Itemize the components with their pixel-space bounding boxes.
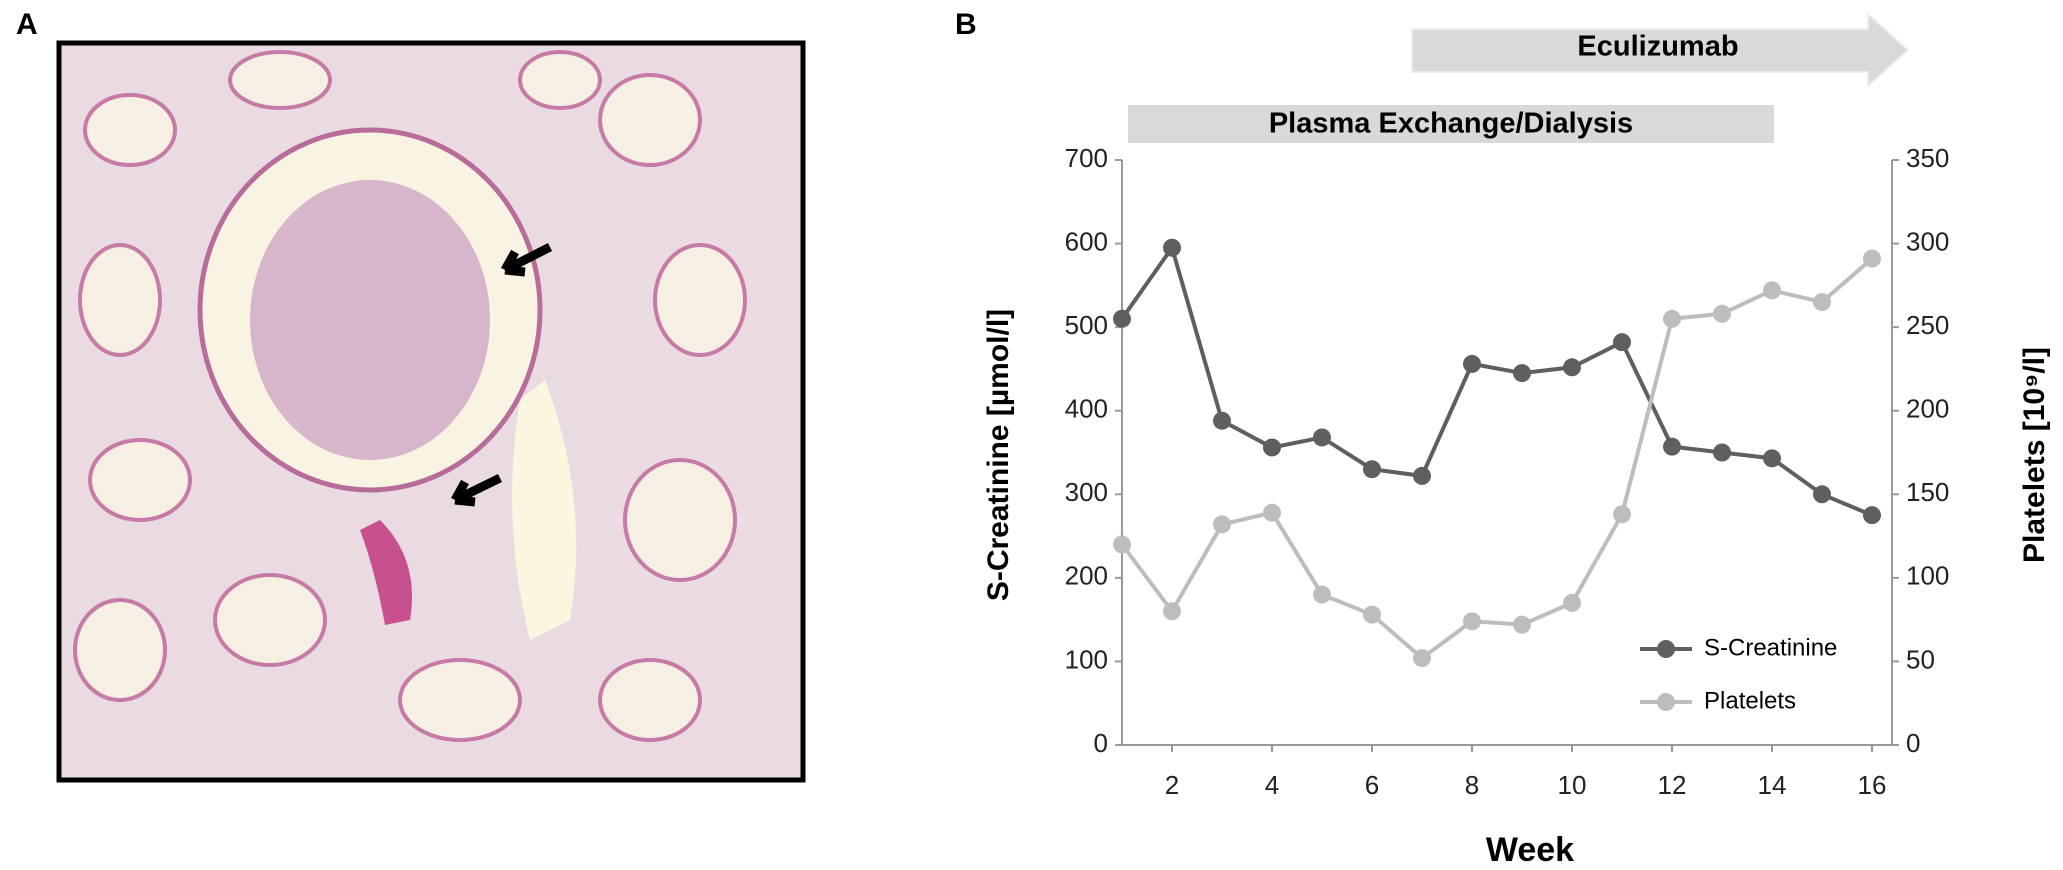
x-tick-label: 12 — [1658, 770, 1687, 800]
data-point — [1713, 304, 1731, 323]
y-tick-label: 200 — [1065, 561, 1108, 591]
y-tick-label: 0 — [1094, 728, 1108, 758]
y2-tick-label: 350 — [1906, 143, 1949, 173]
data-point — [1763, 281, 1781, 300]
data-point — [1363, 460, 1381, 479]
data-point — [1313, 585, 1331, 604]
treatment-label: Eculizumab — [1577, 31, 1738, 63]
y2-axis-title: Platelets [10⁹/l] — [2018, 347, 2051, 563]
data-point — [1863, 249, 1881, 268]
x-tick-label: 14 — [1758, 770, 1787, 800]
legend-marker — [1657, 693, 1675, 711]
y-tick-label: 300 — [1065, 477, 1108, 507]
x-tick-label: 10 — [1558, 770, 1587, 800]
data-point — [1813, 485, 1831, 504]
data-point — [1163, 238, 1181, 257]
data-point — [1463, 354, 1481, 373]
treatment-bars — [1128, 11, 1910, 143]
series-line — [1120, 243, 1873, 518]
panel-label: A — [16, 8, 38, 41]
data-point — [1613, 505, 1631, 524]
data-point — [1213, 515, 1231, 534]
data-point — [1763, 449, 1781, 468]
panel-label: B — [955, 8, 977, 41]
data-point — [1813, 293, 1831, 312]
y2-tick-label: 150 — [1906, 477, 1949, 507]
data-point — [1163, 602, 1181, 621]
data-point — [1113, 535, 1131, 554]
data-point — [1513, 615, 1531, 634]
data-point — [1613, 333, 1631, 352]
histology-image — [56, 40, 806, 783]
y-tick-label: 400 — [1065, 394, 1108, 424]
x-tick-label: 4 — [1265, 770, 1279, 800]
y-tick-label: 700 — [1065, 143, 1108, 173]
y-axis-title: S-Creatinine [µmol/l] — [982, 309, 1015, 601]
y2-tick-label: 300 — [1906, 226, 1949, 256]
data-point — [1713, 443, 1731, 462]
data-point — [1563, 593, 1581, 612]
series-line — [1120, 257, 1874, 661]
data-point — [1263, 438, 1281, 457]
legend-marker — [1657, 640, 1675, 658]
data-point — [1663, 309, 1681, 328]
treatment-label: Plasma Exchange/Dialysis — [1269, 108, 1633, 140]
data-point — [1513, 364, 1531, 383]
y2-tick-label: 50 — [1906, 644, 1935, 674]
data-point — [1363, 605, 1381, 624]
x-tick-label: 6 — [1365, 770, 1379, 800]
data-point — [1213, 411, 1231, 430]
y-tick-label: 600 — [1065, 226, 1108, 256]
data-point — [1263, 503, 1281, 522]
data-point — [1663, 437, 1681, 456]
y2-tick-label: 100 — [1906, 561, 1949, 591]
x-axis-title: Week — [1486, 831, 1574, 869]
y-tick-label: 500 — [1065, 310, 1108, 340]
y2-tick-label: 250 — [1906, 310, 1949, 340]
y2-tick-label: 200 — [1906, 394, 1949, 424]
data-point — [1413, 649, 1431, 668]
legend-label: Platelets — [1704, 687, 1796, 714]
x-tick-label: 16 — [1858, 770, 1887, 800]
data-point — [1563, 358, 1581, 377]
legend-label: S-Creatinine — [1704, 634, 1837, 661]
data-point — [1463, 612, 1481, 631]
data-point — [1863, 506, 1881, 525]
data-point — [1413, 466, 1431, 485]
x-tick-label: 8 — [1465, 770, 1479, 800]
x-tick-label: 2 — [1165, 770, 1179, 800]
data-point — [1313, 428, 1331, 447]
y2-tick-label: 0 — [1906, 728, 1920, 758]
data-point — [1113, 309, 1131, 328]
y-tick-label: 100 — [1065, 644, 1108, 674]
